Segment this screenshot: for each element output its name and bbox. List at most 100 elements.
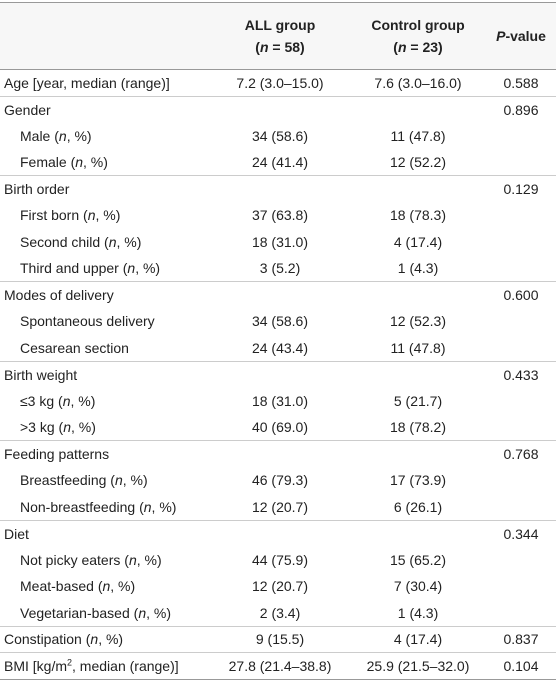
table-row: BMI [kg/m2, median (range)] 27.8 (21.4–38… — [0, 652, 556, 680]
row-label: Birth order — [0, 175, 210, 202]
row-label: Vegetarian-based (n, %) — [0, 600, 210, 627]
row-label: Second child (n, %) — [0, 229, 210, 256]
text-run: Diet — [4, 525, 29, 542]
text-run: n — [62, 392, 71, 409]
table-row: Age [year, median (range)] 7.2 (3.0–15.0)… — [0, 69, 556, 96]
row-label: Not picky eaters (n, %) — [0, 547, 210, 574]
text-run: n — [138, 604, 147, 621]
text-run: n — [259, 39, 269, 55]
table-cell — [350, 519, 486, 547]
table-header: ALL group (n = 58) Control group (n = 23) P-… — [0, 2, 556, 70]
table-row: First born (n, %) 37 (63.8) 18 (78.3) — [0, 202, 556, 229]
table-row: Gender 0.896 — [0, 95, 556, 123]
text-run: , %) — [151, 498, 177, 515]
text-run: n — [143, 498, 152, 515]
table-row: ≤3 kg (n, %) 18 (31.0) 5 (21.7) — [0, 388, 556, 415]
table-cell — [486, 467, 556, 494]
table-cell: 0.344 — [486, 519, 556, 547]
text-run: , %) — [83, 154, 108, 170]
row-label: BMI [kg/m2, median (range)] — [0, 652, 210, 680]
table-row: Non-breastfeeding (n, %) 12 (20.7) 6 (26.1… — [0, 494, 556, 521]
text-run: Constipation ( — [4, 631, 91, 648]
table-cell — [486, 229, 556, 256]
table-cell: 0.600 — [486, 281, 556, 308]
text-run: Vegetarian-based ( — [20, 604, 139, 621]
table-cell: 12 (20.7) — [251, 498, 309, 515]
text-run: n — [58, 127, 67, 144]
row-label: Birth weight — [0, 360, 210, 388]
text-run: Meat-based ( — [20, 578, 103, 595]
header-cell — [0, 2, 210, 70]
table-cell: 34 (58.6) — [251, 127, 309, 144]
text-run: Modes of delivery — [4, 287, 114, 303]
header-cell: Control group (n = 23) — [350, 2, 486, 70]
text-run: = 23) — [406, 39, 443, 55]
table-row: Modes of delivery 0.600 — [0, 281, 556, 308]
table-cell — [486, 255, 556, 282]
text-run: Feeding patterns — [4, 446, 110, 462]
table-cell: 37 (63.8) — [251, 207, 309, 224]
table-row: Second child (n, %) 18 (31.0) 4 (17.4) — [0, 229, 556, 256]
table-cell: 18 (78.3) — [389, 207, 447, 224]
row-label: Female (n, %) — [0, 149, 210, 176]
text-run: Birth weight — [4, 366, 78, 383]
table-row: Constipation (n, %) 9 (15.5) 4 (17.4) 0.837 — [0, 625, 556, 653]
text-run: Not picky eaters ( — [20, 551, 129, 568]
row-label: Feeding patterns — [0, 440, 210, 467]
text-run: >3 kg ( — [20, 419, 64, 435]
text-run: , %) — [98, 631, 124, 648]
table-cell: 12 (52.2) — [389, 154, 447, 170]
row-label: Meat-based (n, %) — [0, 573, 210, 600]
text-run: , %) — [136, 551, 162, 568]
table-cell — [486, 202, 556, 229]
row-label: Modes of delivery — [0, 281, 210, 308]
text-run: P — [496, 28, 506, 44]
data-table: ALL group (n = 58) Control group (n = 23) P-… — [0, 2, 556, 680]
table-cell: 44 (75.9) — [251, 551, 309, 568]
header-line: Control group — [350, 14, 486, 36]
table-row: Cesarean section 24 (43.4) 11 (47.8) — [0, 335, 556, 362]
table-cell — [486, 123, 556, 150]
table-cell: 40 (69.0) — [251, 419, 309, 435]
table-cell — [210, 281, 350, 308]
table-cell — [210, 175, 350, 202]
header-line: ALL group — [210, 14, 350, 36]
table-cell: 5 (21.7) — [393, 392, 443, 409]
table-cell: 0.433 — [486, 360, 556, 388]
text-run: n — [114, 472, 123, 489]
table-row: >3 kg (n, %) 40 (69.0) 18 (78.2) — [0, 414, 556, 441]
row-label: First born (n, %) — [0, 202, 210, 229]
table-cell: 7 (30.4) — [393, 578, 443, 595]
row-label: ≤3 kg (n, %) — [0, 388, 210, 415]
table-cell: 1 (4.3) — [397, 260, 439, 276]
text-run: n — [87, 207, 96, 224]
row-label: Spontaneous delivery — [0, 308, 210, 335]
row-label: Male (n, %) — [0, 123, 210, 150]
table-cell — [350, 360, 486, 388]
text-run: Third and upper ( — [20, 260, 128, 276]
text-run: ( — [255, 39, 260, 55]
header-cell: ALL group (n = 58) — [210, 2, 350, 70]
header-cell: P-value — [486, 2, 556, 70]
table-cell: 0.588 — [486, 69, 556, 96]
row-label: Gender — [0, 95, 210, 123]
row-label: Age [year, median (range)] — [0, 69, 210, 96]
table-row: Vegetarian-based (n, %) 2 (3.4) 1 (4.3) — [0, 600, 556, 627]
table-cell: 4 (17.4) — [350, 625, 486, 653]
text-run: Cesarean section — [20, 339, 129, 356]
table-cell — [350, 440, 486, 467]
text-run: n — [102, 578, 111, 595]
table-cell — [350, 281, 486, 308]
text-run: Spontaneous delivery — [20, 313, 155, 330]
table-cell — [486, 573, 556, 600]
table-cell: 25.9 (21.5–32.0) — [350, 652, 486, 680]
table-cell: 18 (31.0) — [251, 233, 309, 250]
text-run: , %) — [71, 419, 96, 435]
table-cell: 27.8 (21.4–38.8) — [210, 652, 350, 680]
table-cell — [486, 494, 556, 521]
table-cell: 7.2 (3.0–15.0) — [210, 69, 350, 96]
table-cell — [486, 308, 556, 335]
table-cell — [486, 600, 556, 627]
table-cell: 18 (78.2) — [389, 419, 447, 435]
text-run: n — [127, 260, 136, 276]
